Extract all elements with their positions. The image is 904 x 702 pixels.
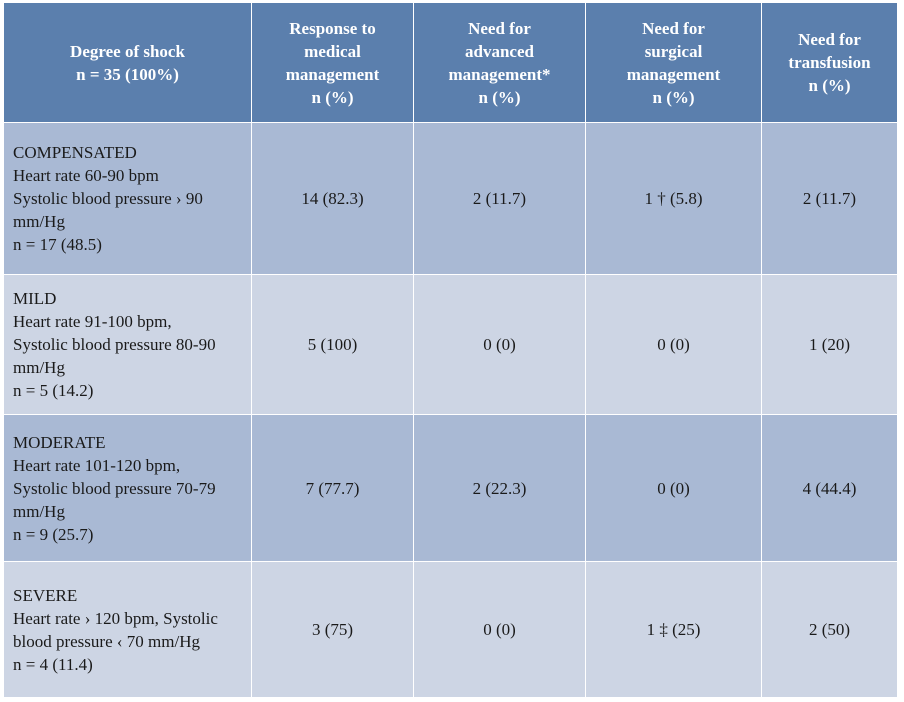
shock-management-table: Degree of shock n = 35 (100%) Response t… [3,2,898,698]
table-row-moderate: MODERATE Heart rate 101-120 bpm, Systoli… [3,414,898,562]
row-label: COMPENSATED Heart rate 60-90 bpm Systoli… [3,122,252,275]
header-degree-of-shock: Degree of shock n = 35 (100%) [3,2,252,123]
header-advanced-management: Need for advanced management* n (%) [413,2,586,123]
cell-transfusion: 1 (20) [761,274,898,415]
row-label: SEVERE Heart rate › 120 bpm, Systolic bl… [3,561,252,698]
cell-medical: 14 (82.3) [251,122,414,275]
header-surgical-management: Need for surgical management n (%) [585,2,762,123]
cell-medical: 3 (75) [251,561,414,698]
header-transfusion: Need for transfusion n (%) [761,2,898,123]
cell-surgical: 0 (0) [585,414,762,562]
cell-surgical: 1 ‡ (25) [585,561,762,698]
cell-surgical: 0 (0) [585,274,762,415]
header-row: Degree of shock n = 35 (100%) Response t… [3,2,898,123]
table-row-severe: SEVERE Heart rate › 120 bpm, Systolic bl… [3,561,898,698]
cell-advanced: 2 (11.7) [413,122,586,275]
table-row-compensated: COMPENSATED Heart rate 60-90 bpm Systoli… [3,122,898,275]
shock-table-container: Degree of shock n = 35 (100%) Response t… [3,2,898,698]
cell-advanced: 0 (0) [413,561,586,698]
cell-advanced: 0 (0) [413,274,586,415]
row-label: MILD Heart rate 91-100 bpm, Systolic blo… [3,274,252,415]
cell-transfusion: 2 (11.7) [761,122,898,275]
cell-surgical: 1 † (5.8) [585,122,762,275]
header-response-medical: Response to medical management n (%) [251,2,414,123]
cell-medical: 5 (100) [251,274,414,415]
cell-transfusion: 2 (50) [761,561,898,698]
cell-medical: 7 (77.7) [251,414,414,562]
cell-transfusion: 4 (44.4) [761,414,898,562]
cell-advanced: 2 (22.3) [413,414,586,562]
row-label: MODERATE Heart rate 101-120 bpm, Systoli… [3,414,252,562]
table-row-mild: MILD Heart rate 91-100 bpm, Systolic blo… [3,274,898,415]
